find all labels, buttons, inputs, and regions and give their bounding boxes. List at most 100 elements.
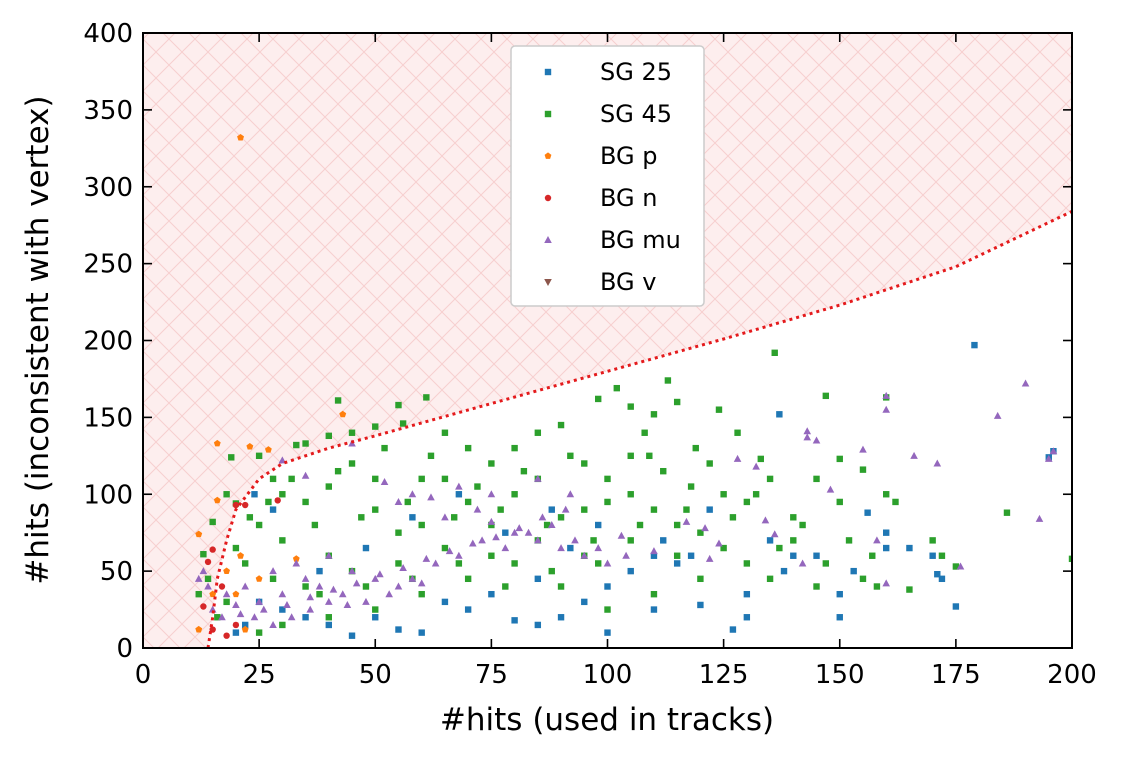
data-point-sg-45 (311, 521, 319, 529)
data-point-sg-45 (399, 420, 407, 427)
data-point-sg-25 (279, 606, 286, 613)
data-point-sg-25 (650, 552, 658, 559)
data-point-sg-45 (418, 521, 425, 529)
data-point-bg-mu (218, 613, 226, 621)
x-tick-label: 175 (931, 660, 981, 690)
data-point-sg-45 (706, 460, 713, 467)
data-point-bg-mu (873, 536, 881, 544)
data-point-sg-45 (952, 563, 960, 570)
x-tick-label: 75 (475, 660, 508, 690)
data-point-sg-45 (729, 514, 737, 521)
data-point-bg-p (237, 134, 244, 141)
data-point-sg-45 (358, 514, 365, 521)
data-point-sg-25 (502, 529, 509, 536)
data-point-bg-p (237, 552, 244, 559)
data-point-bg-mu (325, 597, 333, 605)
data-point-sg-25 (929, 552, 936, 559)
data-point-bg-p (292, 555, 300, 562)
data-point-sg-45 (223, 491, 230, 498)
data-point-sg-45 (279, 537, 286, 544)
data-point-sg-45 (790, 514, 797, 521)
data-point-sg-45 (822, 560, 830, 567)
data-point-bg-mu (561, 505, 570, 513)
data-point-sg-45 (372, 606, 379, 613)
data-point-sg-25 (938, 575, 946, 583)
legend-marker-sg-25 (544, 68, 552, 76)
data-point-bg-mu (431, 559, 440, 567)
data-point-sg-45 (269, 475, 277, 483)
points-layer (194, 134, 1072, 639)
x-tick-label: 0 (135, 660, 152, 690)
data-point-sg-45 (929, 537, 936, 544)
data-point-bg-n (204, 558, 212, 566)
data-point-bg-mu (408, 574, 417, 582)
data-point-bg-mu (826, 485, 835, 493)
x-tick-label: 100 (583, 660, 633, 690)
data-point-bg-p (339, 410, 347, 418)
data-point-sg-25 (557, 614, 565, 621)
data-point-sg-25 (302, 614, 309, 621)
data-point-bg-mu (524, 528, 533, 536)
data-point-sg-45 (581, 460, 588, 467)
data-point-sg-45 (497, 506, 504, 513)
data-point-bg-mu (910, 451, 918, 459)
data-point-bg-mu (427, 493, 435, 501)
data-point-bg-mu (733, 454, 742, 462)
data-point-bg-mu (352, 579, 361, 587)
data-point-sg-25 (241, 621, 249, 629)
data-point-sg-45 (455, 560, 463, 567)
data-point-sg-45 (334, 397, 342, 404)
data-point-sg-45 (451, 514, 458, 521)
data-point-bg-p (213, 496, 221, 504)
data-point-sg-45 (200, 551, 207, 558)
data-point-sg-45 (567, 452, 574, 460)
data-point-bg-n (209, 546, 216, 553)
data-point-sg-45 (627, 403, 634, 410)
data-point-sg-25 (906, 544, 913, 552)
data-point-bg-mu (204, 582, 212, 590)
legend-box (510, 45, 705, 307)
data-point-bg-mu (492, 533, 500, 541)
data-point-bg-mu (343, 600, 352, 608)
data-point-bg-mu (408, 490, 417, 498)
data-point-sg-45 (859, 575, 867, 583)
data-point-sg-45 (362, 583, 370, 590)
data-point-bg-mu (515, 524, 524, 532)
data-point-sg-45 (293, 441, 300, 449)
data-point-bg-mu (236, 610, 245, 618)
data-point-bg-mu (859, 445, 867, 453)
data-point-sg-25 (441, 598, 449, 606)
data-point-bg-mu (325, 551, 333, 559)
data-point-sg-25 (548, 506, 555, 513)
y-tick-label: 400 (83, 19, 133, 49)
data-point-sg-25 (409, 514, 416, 521)
data-point-sg-45 (906, 586, 913, 593)
data-point-bg-n (200, 603, 207, 610)
data-point-bg-mu (622, 551, 630, 559)
data-point-sg-45 (766, 475, 774, 483)
data-point-bg-mu (255, 597, 263, 605)
data-point-sg-45 (418, 475, 425, 483)
data-point-sg-45 (790, 537, 797, 544)
data-point-bg-mu (566, 490, 575, 498)
data-point-sg-25 (567, 544, 574, 552)
data-point-sg-45 (279, 491, 286, 498)
data-point-sg-25 (780, 567, 788, 575)
data-point-bg-p (265, 446, 272, 453)
data-point-bg-mu (812, 436, 821, 444)
data-point-sg-45 (395, 401, 402, 409)
data-point-sg-45 (427, 452, 435, 460)
data-point-sg-25 (595, 521, 602, 529)
data-point-sg-25 (776, 411, 783, 418)
data-point-bg-p (232, 590, 240, 598)
data-point-bg-mu (715, 539, 723, 547)
data-point-sg-45 (488, 521, 495, 529)
data-point-sg-45 (641, 429, 648, 436)
y-tick-label: 200 (83, 327, 133, 357)
data-point-bg-mu (501, 544, 510, 552)
data-point-bg-mu (348, 567, 356, 575)
data-point-sg-45 (799, 521, 806, 529)
data-point-bg-mu (399, 564, 407, 572)
data-point-sg-25 (488, 590, 495, 598)
